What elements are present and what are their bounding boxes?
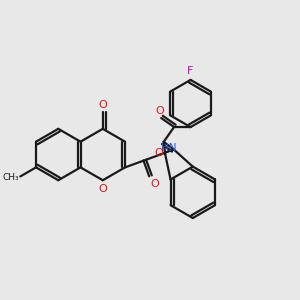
Text: O: O: [98, 184, 107, 194]
Text: O: O: [98, 100, 107, 110]
Text: HN: HN: [160, 143, 176, 154]
Text: O: O: [151, 179, 160, 189]
Text: O: O: [154, 148, 163, 158]
Text: CH₃: CH₃: [2, 172, 19, 182]
Text: O: O: [156, 106, 164, 116]
Text: F: F: [188, 66, 194, 76]
